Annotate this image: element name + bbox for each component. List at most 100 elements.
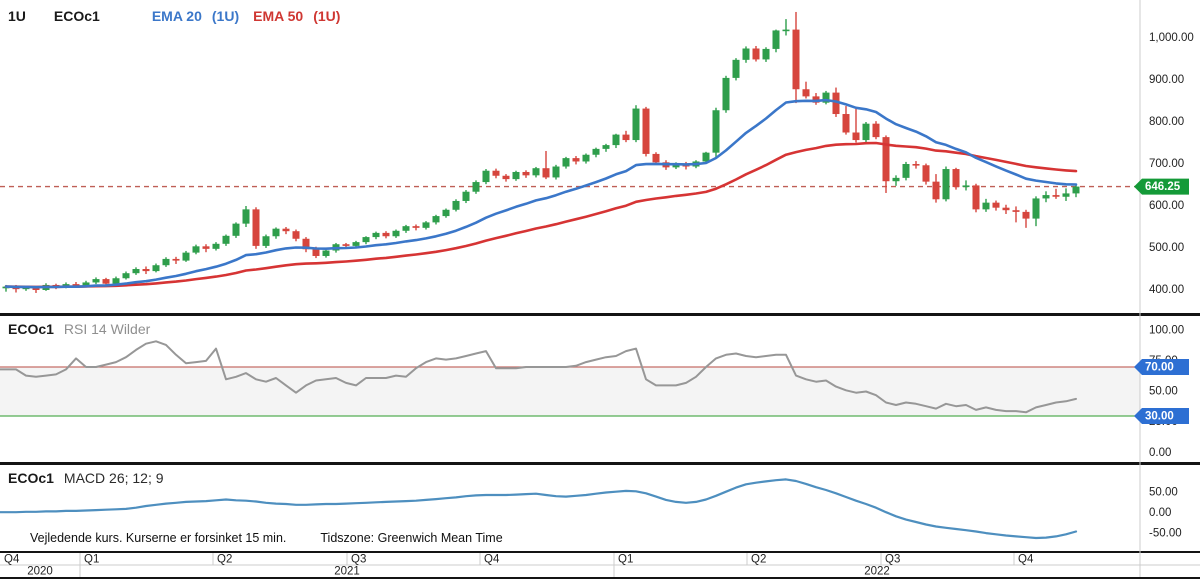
candle-body — [112, 278, 120, 284]
candle-body — [22, 287, 30, 290]
candle-body — [282, 228, 290, 232]
footer-note: Vejledende kurs. Kurserne er forsinket 1… — [30, 531, 503, 545]
price-tick-label: 1,000.00 — [1149, 32, 1194, 44]
candle-body — [172, 258, 180, 261]
symbol-label[interactable]: ECOc1 — [53, 8, 100, 24]
ema20-line — [4, 98, 1078, 289]
candle-body — [92, 279, 100, 283]
candle-body — [772, 30, 780, 49]
quarter-label: Q1 — [84, 554, 99, 566]
candle-body — [192, 246, 200, 253]
macd-line — [0, 478, 1078, 540]
candle-body — [532, 168, 540, 176]
ema20-legend[interactable]: EMA 20 — [151, 8, 202, 24]
price-tick-label: 900.00 — [1149, 74, 1184, 86]
candle-body — [232, 223, 240, 236]
candle-body — [822, 92, 830, 103]
ema50-legend[interactable]: EMA 50 — [253, 8, 304, 24]
candle-body — [762, 48, 770, 60]
year-label: 2020 — [27, 566, 53, 578]
candle-body — [422, 222, 430, 228]
macd-indicator-label[interactable]: MACD 26; 12; 9 — [63, 470, 164, 486]
candle-body — [132, 269, 140, 274]
candle-body — [792, 29, 800, 90]
candle-body — [552, 166, 560, 178]
candle-body — [292, 231, 300, 239]
last-price-badge-text: 646.25 — [1145, 181, 1181, 193]
candle-body — [342, 244, 350, 246]
candle-body — [212, 243, 220, 249]
delay-disclaimer: Vejledende kurs. Kurserne er forsinket 1… — [30, 531, 287, 545]
panel-separator — [0, 551, 1200, 553]
panel-separator — [0, 577, 1200, 579]
candle-body — [412, 226, 420, 228]
candle-body — [902, 164, 910, 178]
candle-body — [782, 29, 790, 32]
rsi-panel-header: ECOc1 RSI 14 Wilder — [8, 321, 150, 337]
candle-body — [102, 279, 110, 284]
rsi-line — [0, 340, 1077, 414]
candle-body — [832, 92, 840, 115]
candle-body — [622, 134, 630, 141]
candle-body — [272, 228, 280, 237]
rsi-upper-badge-text: 70.00 — [1145, 362, 1174, 374]
rsi-tick-label: 0.00 — [1149, 447, 1171, 459]
candle-body — [122, 273, 130, 279]
rsi-neutral-band — [0, 367, 1140, 416]
candle-body — [632, 108, 640, 141]
candle-body — [202, 246, 210, 249]
candle-body — [222, 235, 230, 244]
candle-body — [572, 158, 580, 162]
candle-body — [702, 152, 710, 162]
candle-body — [992, 202, 1000, 208]
candle-body — [522, 171, 530, 176]
candle-body — [72, 284, 80, 286]
macd-tick-label: 0.00 — [1149, 507, 1171, 519]
year-label: 2022 — [864, 566, 890, 578]
timezone-label: Tidszone: Greenwich Mean Time — [320, 531, 503, 545]
candle-body — [612, 134, 620, 146]
ema50-param: (1U) — [313, 8, 341, 24]
price-tick-label: 600.00 — [1149, 200, 1184, 212]
candle-body — [562, 158, 570, 167]
candle-body — [142, 269, 150, 272]
candle-body — [482, 170, 490, 183]
candle-body — [492, 170, 500, 176]
macd-panel-header: ECOc1 MACD 26; 12; 9 — [8, 470, 164, 486]
quarter-label: Q2 — [217, 554, 232, 566]
candle-body — [502, 175, 510, 180]
interval-label[interactable]: 1U — [8, 8, 26, 24]
candle-body — [262, 236, 270, 246]
candle-body — [602, 145, 610, 149]
candle-body — [442, 209, 450, 217]
ema50-line — [4, 141, 1078, 289]
macd-symbol-label: ECOc1 — [8, 470, 54, 486]
candle-body — [402, 226, 410, 231]
candle-body — [982, 202, 990, 210]
candle-body — [1022, 211, 1030, 219]
candle-body — [972, 185, 980, 210]
candle-body — [392, 230, 400, 237]
candle-body — [322, 250, 330, 256]
candle-body — [162, 258, 170, 266]
price-panel-header: 1U ECOc1 EMA 20 (1U) EMA 50 (1U) — [8, 8, 340, 24]
price-tick-label: 400.00 — [1149, 284, 1184, 296]
panel-separator — [0, 313, 1200, 316]
candle-body — [352, 242, 360, 246]
candle-body — [372, 232, 380, 238]
rsi-symbol-label: ECOc1 — [8, 321, 54, 337]
quarter-label: Q4 — [484, 554, 500, 566]
candle-body — [302, 238, 310, 250]
rsi-indicator-label[interactable]: RSI 14 Wilder — [63, 321, 151, 337]
candle-body — [862, 123, 870, 141]
candle-body — [32, 287, 40, 290]
candle-body — [1002, 207, 1010, 211]
candle-body — [802, 89, 810, 97]
candle-body — [752, 48, 760, 60]
candle-body — [472, 182, 480, 192]
candle-body — [872, 123, 880, 138]
candle-body — [182, 252, 190, 261]
candle-body — [742, 48, 750, 60]
